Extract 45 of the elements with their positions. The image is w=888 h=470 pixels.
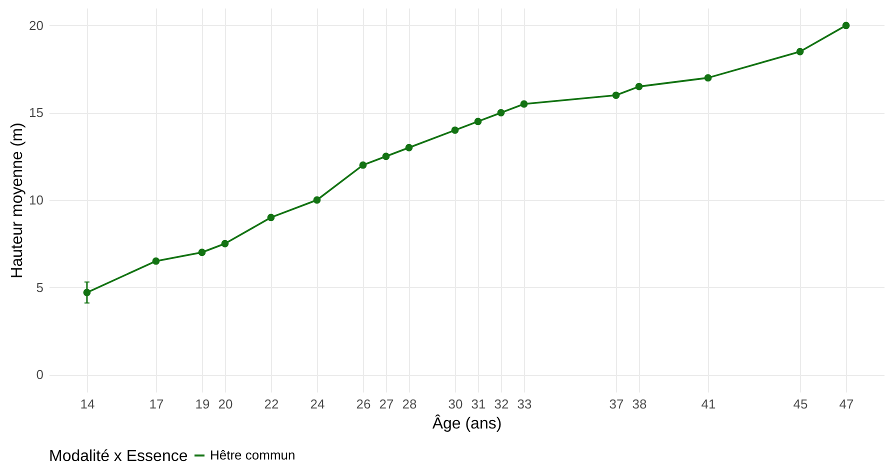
point	[451, 126, 459, 134]
x-tick-label: 19	[195, 396, 210, 412]
y-axis-title: Hauteur moyenne (m)	[9, 122, 26, 278]
x-tick-label: 45	[793, 396, 808, 412]
point	[520, 100, 528, 108]
x-axis-title: Âge (ans)	[432, 414, 502, 432]
point	[704, 74, 712, 82]
x-tick-label: 47	[839, 396, 854, 412]
point	[382, 152, 390, 160]
x-tick-label: 41	[701, 396, 716, 412]
point	[152, 257, 160, 265]
x-tick-label: 38	[632, 396, 647, 412]
point	[497, 109, 505, 116]
x-tick-label: 14	[80, 396, 95, 412]
x-tick-label: 32	[494, 396, 509, 412]
point	[842, 22, 850, 30]
x-tick-label: 20	[218, 396, 233, 412]
x-tick-label: 27	[379, 396, 394, 412]
x-tick-label: 33	[517, 396, 532, 412]
y-tick-label: 5	[36, 280, 44, 295]
x-tick-label: 24	[310, 396, 325, 412]
x-tick-label: 37	[609, 396, 624, 412]
y-tick-label: 20	[29, 18, 44, 33]
point	[313, 196, 321, 204]
y-tick-label: 15	[29, 105, 44, 120]
y-tick-label: 10	[29, 192, 44, 208]
point	[405, 144, 413, 152]
point	[359, 161, 367, 169]
x-tick-label: 22	[264, 396, 279, 412]
point	[635, 82, 643, 90]
x-tick-label: 17	[149, 396, 164, 412]
x-tick-label: 31	[471, 396, 486, 412]
point	[796, 48, 804, 56]
point	[474, 118, 482, 126]
point	[221, 240, 229, 248]
legend-label: Hêtre commun	[210, 448, 296, 462]
point	[83, 288, 91, 296]
x-tick-label: 26	[356, 396, 371, 412]
point	[267, 214, 275, 222]
x-tick-label: 28	[402, 396, 417, 412]
point	[198, 248, 206, 256]
point	[612, 92, 620, 99]
x-tick-label: 30	[448, 396, 463, 412]
y-tick-label: 0	[36, 367, 44, 382]
legend-title: Modalité x Essence	[49, 448, 188, 465]
